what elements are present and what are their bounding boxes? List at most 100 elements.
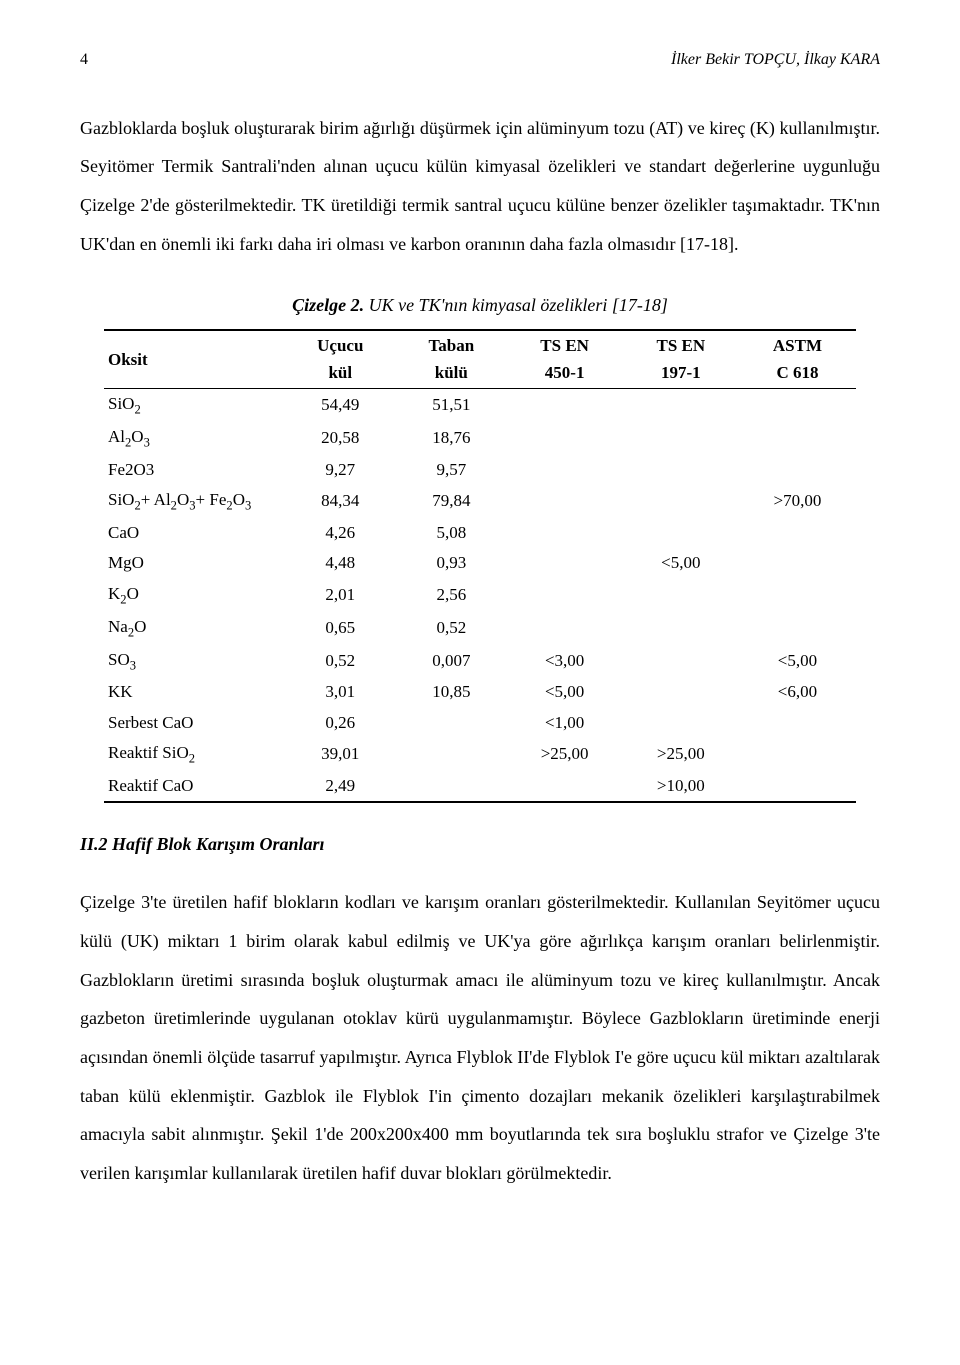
table-row: K2O2,012,56 (104, 579, 856, 612)
table-row: Reaktif CaO2,49 >10,00 (104, 771, 856, 802)
value-cell: 4,26 (284, 518, 396, 548)
value-cell: 9,57 (396, 455, 506, 485)
page-number: 4 (80, 48, 88, 73)
value-cell (507, 579, 623, 612)
value-cell: 4,48 (284, 548, 396, 578)
table-row: Reaktif SiO239,01 >25,00>25,00 (104, 738, 856, 771)
value-cell: 2,01 (284, 579, 396, 612)
table-row: KK3,0110,85<5,00 <6,00 (104, 677, 856, 707)
value-cell: 79,84 (396, 485, 506, 518)
value-cell (739, 548, 856, 578)
table-header-row: Oksit Uçucukül Tabankülü TS EN450-1 TS E… (104, 330, 856, 388)
value-cell: 0,93 (396, 548, 506, 578)
value-cell (739, 579, 856, 612)
oksit-cell: Serbest CaO (104, 708, 284, 738)
value-cell (623, 389, 739, 422)
value-cell: 2,56 (396, 579, 506, 612)
value-cell: 0,65 (284, 612, 396, 645)
value-cell: >25,00 (507, 738, 623, 771)
value-cell (623, 708, 739, 738)
value-cell: 0,26 (284, 708, 396, 738)
table-row: CaO4,265,08 (104, 518, 856, 548)
value-cell: 0,007 (396, 645, 506, 678)
value-cell: >25,00 (623, 738, 739, 771)
value-cell: >10,00 (623, 771, 739, 802)
value-cell: 20,58 (284, 422, 396, 455)
table-caption-rest: UK ve TK'nın kimyasal özelikleri [17-18] (364, 295, 668, 315)
col-header-oksit: Oksit (104, 330, 284, 388)
oksit-cell: SO3 (104, 645, 284, 678)
value-cell (739, 708, 856, 738)
chemical-properties-table: Oksit Uçucukül Tabankülü TS EN450-1 TS E… (104, 329, 856, 803)
value-cell (623, 645, 739, 678)
value-cell (739, 612, 856, 645)
value-cell: 3,01 (284, 677, 396, 707)
table-row: Serbest CaO0,26<1,00 (104, 708, 856, 738)
value-cell (507, 455, 623, 485)
oksit-cell: Reaktif CaO (104, 771, 284, 802)
oksit-cell: CaO (104, 518, 284, 548)
value-cell: <6,00 (739, 677, 856, 707)
value-cell (623, 612, 739, 645)
value-cell (739, 389, 856, 422)
value-cell: 39,01 (284, 738, 396, 771)
value-cell: 2,49 (284, 771, 396, 802)
oksit-cell: KK (104, 677, 284, 707)
value-cell (739, 455, 856, 485)
oksit-cell: Na2O (104, 612, 284, 645)
value-cell: 5,08 (396, 518, 506, 548)
value-cell: <5,00 (507, 677, 623, 707)
paragraph-2: Çizelge 3'te üretilen hafif blokların ko… (80, 883, 880, 1193)
value-cell (396, 771, 506, 802)
value-cell: 10,85 (396, 677, 506, 707)
table-row: SO30,520,007<3,00 <5,00 (104, 645, 856, 678)
value-cell (623, 455, 739, 485)
value-cell: 9,27 (284, 455, 396, 485)
oksit-cell: Reaktif SiO2 (104, 738, 284, 771)
value-cell (396, 708, 506, 738)
paragraph-1: Gazbloklarda boşluk oluşturarak birim ağ… (80, 109, 880, 264)
value-cell (507, 422, 623, 455)
page-header: 4 İlker Bekir TOPÇU, İlkay KARA (80, 48, 880, 73)
value-cell: >70,00 (739, 485, 856, 518)
value-cell: 51,51 (396, 389, 506, 422)
value-cell (739, 518, 856, 548)
section-heading: II.2 Hafif Blok Karışım Oranları (80, 831, 880, 859)
table-row: Fe2O39,279,57 (104, 455, 856, 485)
value-cell (507, 771, 623, 802)
value-cell (396, 738, 506, 771)
oksit-cell: K2O (104, 579, 284, 612)
table-caption: Çizelge 2. UK ve TK'nın kimyasal özelikl… (80, 292, 880, 320)
value-cell: <3,00 (507, 645, 623, 678)
value-cell: <5,00 (739, 645, 856, 678)
value-cell (623, 485, 739, 518)
value-cell: 0,52 (396, 612, 506, 645)
oksit-cell: Al2O3 (104, 422, 284, 455)
value-cell (739, 422, 856, 455)
table-row: MgO4,480,93<5,00 (104, 548, 856, 578)
table-row: SiO254,4951,51 (104, 389, 856, 422)
col-header-astm: ASTMC 618 (739, 330, 856, 388)
value-cell: 0,52 (284, 645, 396, 678)
table-row: Al2O320,5818,76 (104, 422, 856, 455)
oksit-cell: Fe2O3 (104, 455, 284, 485)
value-cell (623, 579, 739, 612)
value-cell (623, 422, 739, 455)
value-cell (507, 612, 623, 645)
value-cell: 54,49 (284, 389, 396, 422)
value-cell (623, 518, 739, 548)
value-cell (507, 518, 623, 548)
value-cell (739, 771, 856, 802)
col-header-tsen197: TS EN197-1 (623, 330, 739, 388)
value-cell (623, 677, 739, 707)
value-cell: 18,76 (396, 422, 506, 455)
header-authors: İlker Bekir TOPÇU, İlkay KARA (671, 48, 880, 73)
col-header-tsen450: TS EN450-1 (507, 330, 623, 388)
value-cell (507, 389, 623, 422)
oksit-cell: SiO2+ Al2O3+ Fe2O3 (104, 485, 284, 518)
value-cell (507, 548, 623, 578)
table-caption-bold: Çizelge 2. (292, 295, 364, 315)
value-cell: <5,00 (623, 548, 739, 578)
value-cell (739, 738, 856, 771)
col-header-taban: Tabankülü (396, 330, 506, 388)
